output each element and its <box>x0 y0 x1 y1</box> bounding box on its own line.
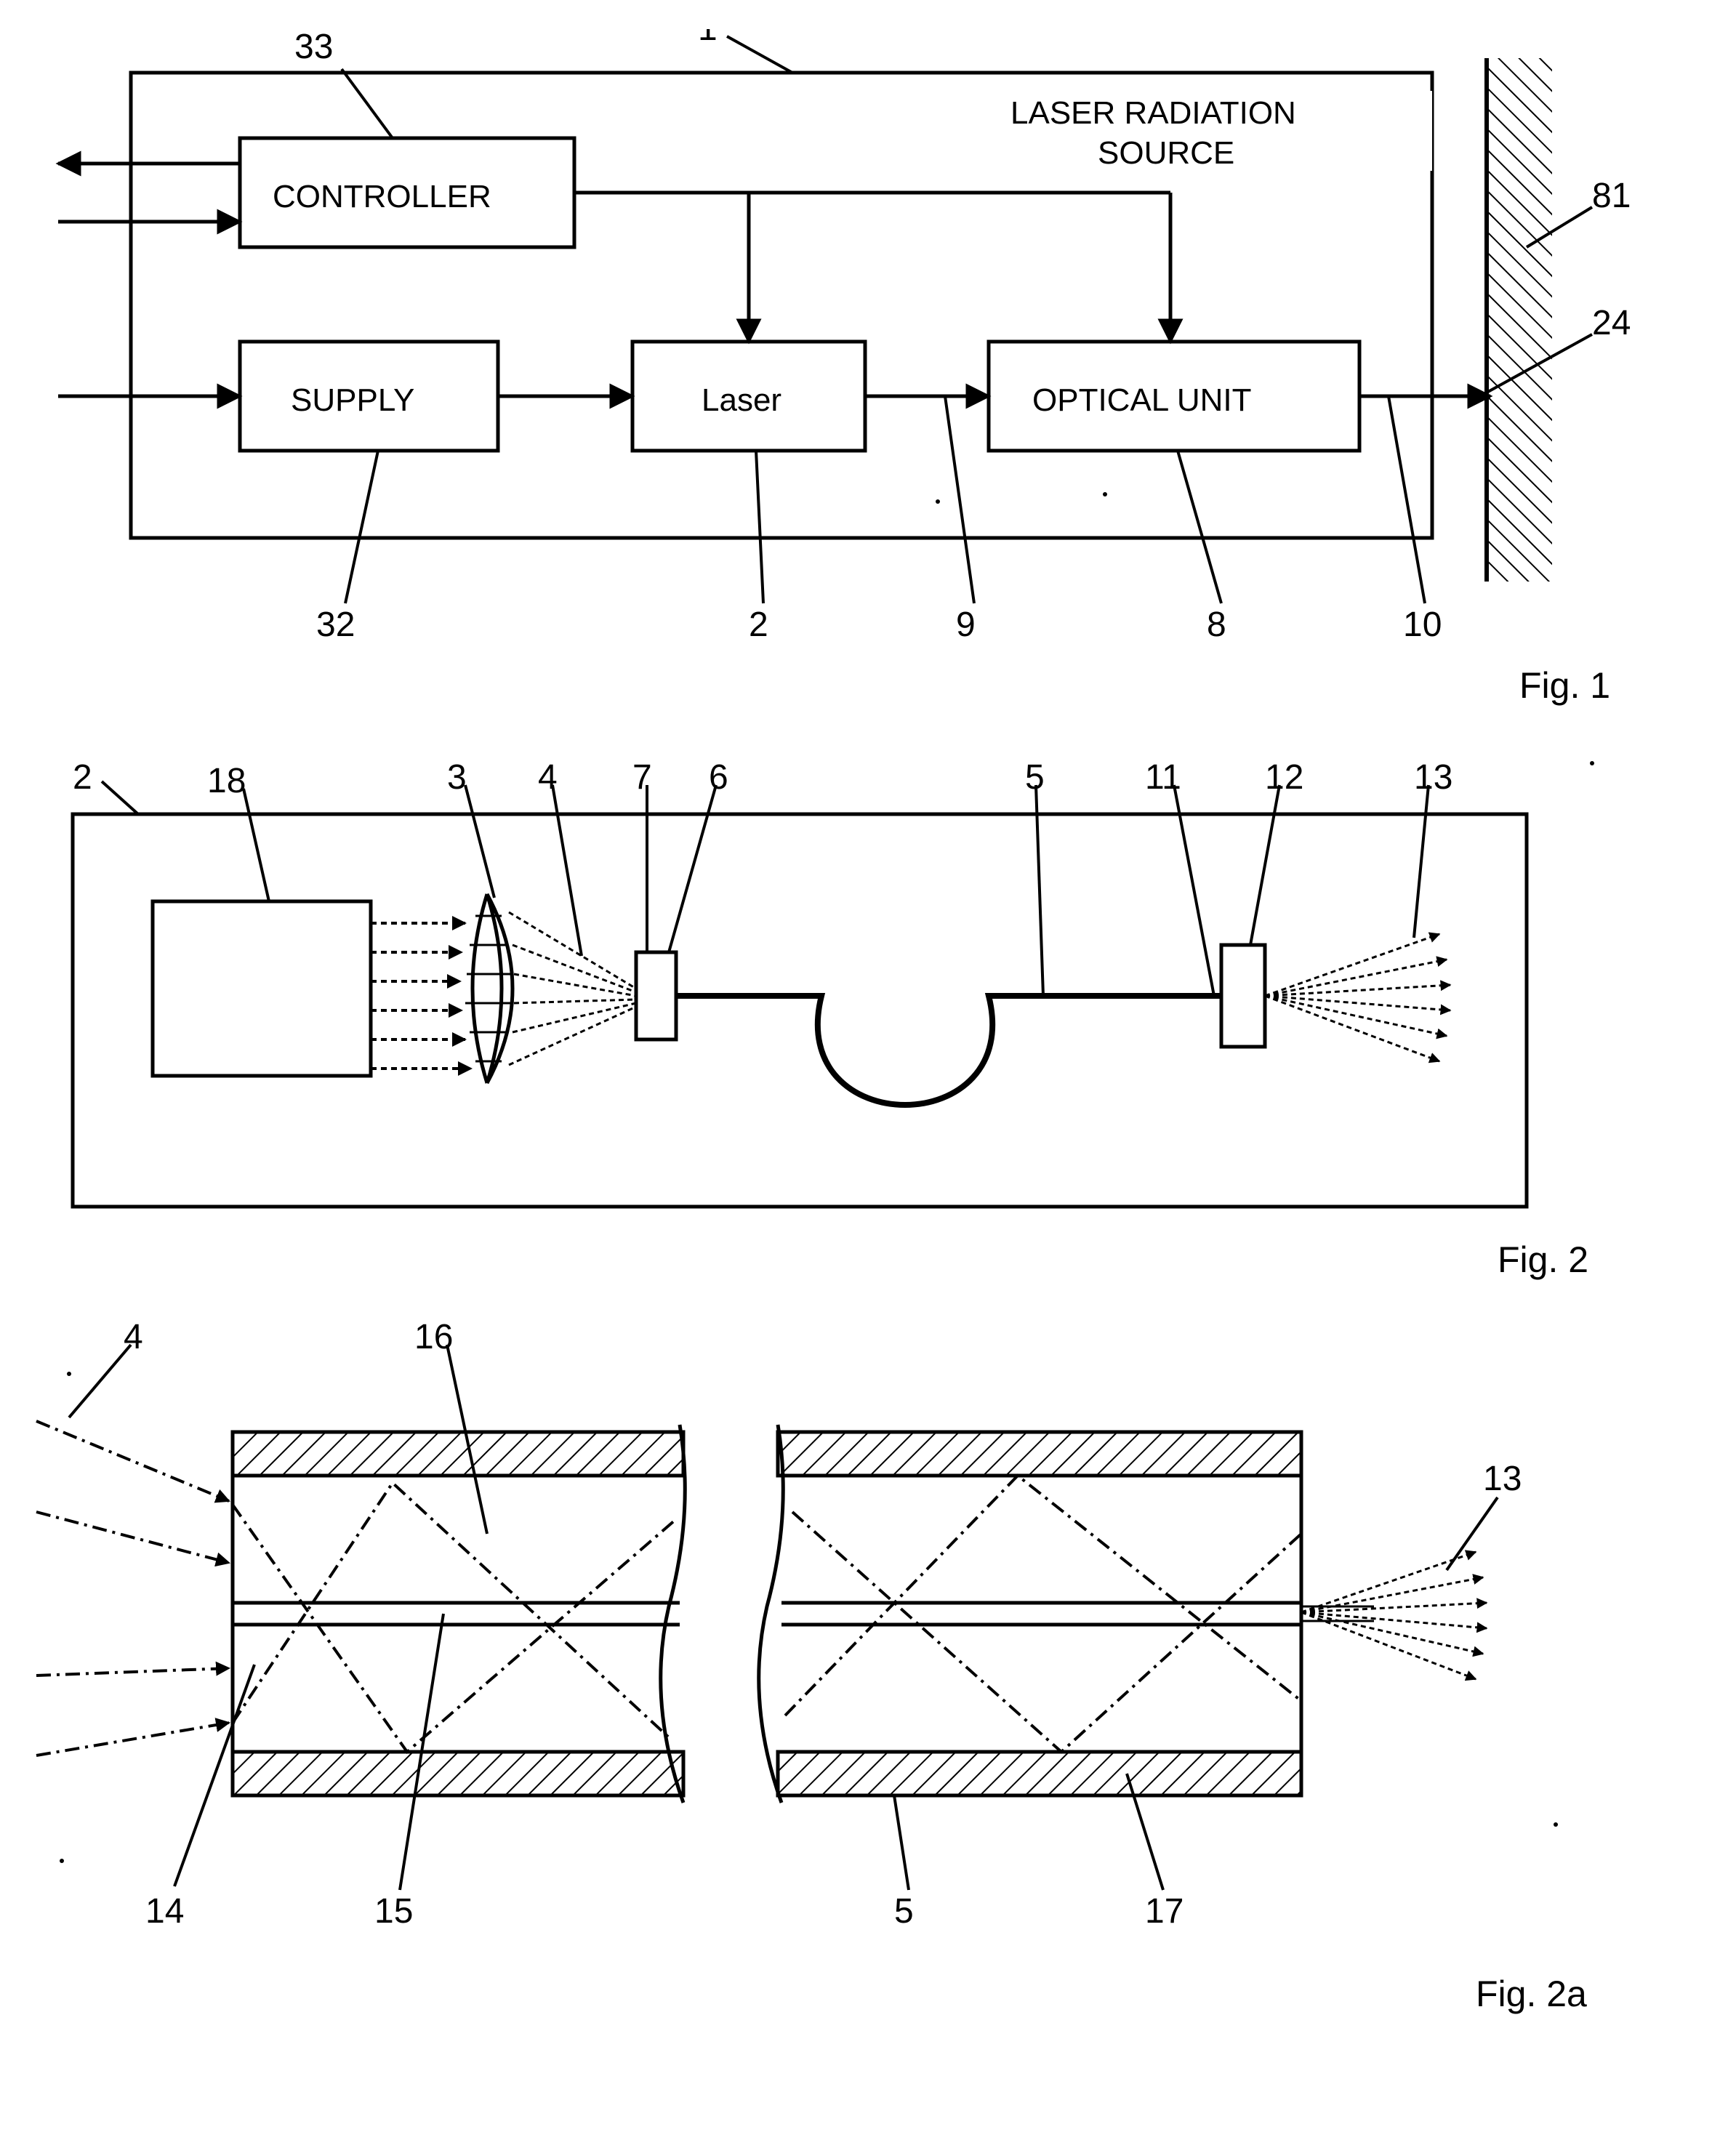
rays-lens-rect <box>509 912 636 1065</box>
f2a-label-5: 5 <box>894 1892 914 1931</box>
fig1-title-l2: SOURCE <box>1098 135 1234 171</box>
f2a-label-17: 17 <box>1145 1892 1184 1931</box>
f2a-label-4: 4 <box>124 1318 143 1356</box>
f2-label-6: 6 <box>709 758 728 797</box>
f2-label-5: 5 <box>1025 758 1045 797</box>
fig2a-caption: Fig. 2a <box>1476 1974 1587 2014</box>
diagram-canvas: LASER RADIATION SOURCE LASER RADIATION S… <box>29 29 1707 2103</box>
f2-label-13: 13 <box>1414 758 1452 797</box>
f2-label-7: 7 <box>632 758 652 797</box>
f2-label-12: 12 <box>1265 758 1303 797</box>
f2-label-11: 11 <box>1145 758 1181 797</box>
fig2-caption: Fig. 2 <box>1498 1239 1588 1280</box>
fiber-left <box>233 1425 685 1803</box>
leader-32 <box>345 451 378 603</box>
leader-33 <box>342 69 393 138</box>
controller-label: CONTROLLER <box>273 179 491 214</box>
leader-9 <box>945 396 974 603</box>
fiber-5 <box>676 996 1221 1105</box>
block-18 <box>153 901 371 1076</box>
incoming-rays-4 <box>36 1421 229 1755</box>
leader-1 <box>727 36 792 73</box>
label-2: 2 <box>749 606 768 644</box>
fig1-caption: Fig. 1 <box>1519 665 1610 706</box>
f2-label-4: 4 <box>538 758 558 797</box>
leader-8 <box>1178 451 1221 603</box>
internal-rays-left <box>233 1483 676 1752</box>
fig1-title-l1: LASER RADIATION <box>1010 95 1296 131</box>
laser-label: Laser <box>702 382 781 418</box>
f2a-label-14: 14 <box>145 1892 184 1931</box>
label-1: 1 <box>698 29 718 48</box>
optical-unit-label: OPTICAL UNIT <box>1032 382 1252 418</box>
internal-rays-right <box>785 1476 1301 1752</box>
supply-label: SUPPLY <box>291 382 414 418</box>
wall-hatch <box>1487 58 1552 582</box>
scan-dots <box>60 492 1594 1863</box>
label-33: 33 <box>294 29 333 66</box>
f2a-label-15: 15 <box>374 1892 413 1931</box>
label-9: 9 <box>956 606 976 644</box>
rays-18-lens <box>371 923 471 1069</box>
f2-label-3: 3 <box>447 758 467 797</box>
element-12 <box>1221 945 1265 1047</box>
f2a-label-13: 13 <box>1483 1460 1522 1498</box>
f2-label-18: 18 <box>207 762 246 800</box>
figure-1: LASER RADIATION SOURCE LASER RADIATION S… <box>58 29 1631 706</box>
label-32: 32 <box>316 606 355 644</box>
leader-10 <box>1389 396 1425 603</box>
label-24: 24 <box>1592 304 1631 342</box>
label-81: 81 <box>1592 177 1631 215</box>
page: LASER RADIATION SOURCE LASER RADIATION S… <box>29 29 1707 2103</box>
fiber-right <box>759 1425 1301 1803</box>
lens-3 <box>487 894 513 1083</box>
figure-2: 2 18 3 4 7 6 5 11 12 13 Fig. 2 <box>73 758 1588 1280</box>
out-rays-13 <box>1301 1552 1487 1679</box>
rays-out-13 <box>1265 934 1450 1061</box>
f2-label-2: 2 <box>73 758 92 797</box>
figure-2a: 4 16 13 14 15 5 17 Fig. 2a <box>36 1318 1587 2014</box>
label-8: 8 <box>1207 606 1226 644</box>
leader-2 <box>756 451 763 603</box>
f2a-label-16: 16 <box>414 1318 453 1356</box>
element-6-7 <box>636 952 676 1039</box>
label-10: 10 <box>1403 606 1442 644</box>
